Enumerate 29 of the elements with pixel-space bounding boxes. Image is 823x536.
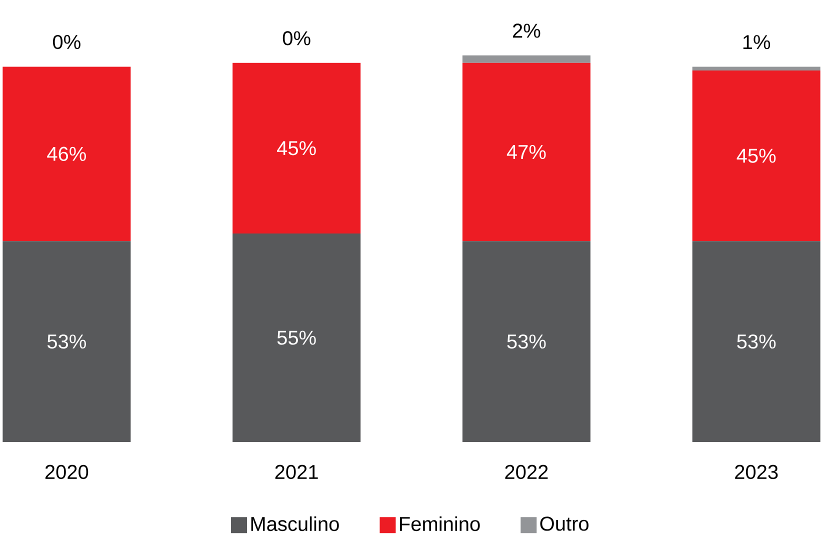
bar: [692, 66, 820, 70]
data-label: 45%: [736, 148, 776, 163]
legend-label: Outro: [540, 516, 588, 531]
data-label: 53%: [507, 334, 546, 349]
data-label: 53%: [47, 334, 86, 349]
data-label: 47%: [506, 145, 546, 160]
x-tick-label: 2021: [275, 464, 318, 480]
bar: [2, 66, 131, 242]
data-label: 45%: [277, 141, 316, 156]
bar: [692, 70, 820, 242]
data-label: 53%: [737, 334, 776, 349]
data-label: 2%: [513, 24, 540, 38]
bar: [2, 241, 131, 442]
x-tick-label: 2023: [735, 464, 778, 480]
bar: [232, 62, 361, 234]
bar: [462, 55, 590, 63]
bar: [462, 62, 590, 242]
bar: [232, 234, 361, 442]
x-tick-label: 2020: [45, 464, 88, 480]
x-tick-label: 2022: [505, 464, 548, 480]
bar: [692, 241, 820, 442]
data-label: 55%: [277, 330, 316, 345]
data-label: 0%: [282, 31, 310, 46]
bar: [462, 241, 590, 442]
data-label: 46%: [47, 146, 86, 161]
legend-label: Masculino: [251, 516, 339, 532]
legend-label: Feminino: [400, 516, 480, 532]
data-label: 0%: [52, 34, 80, 50]
data-label: 1%: [743, 35, 770, 50]
